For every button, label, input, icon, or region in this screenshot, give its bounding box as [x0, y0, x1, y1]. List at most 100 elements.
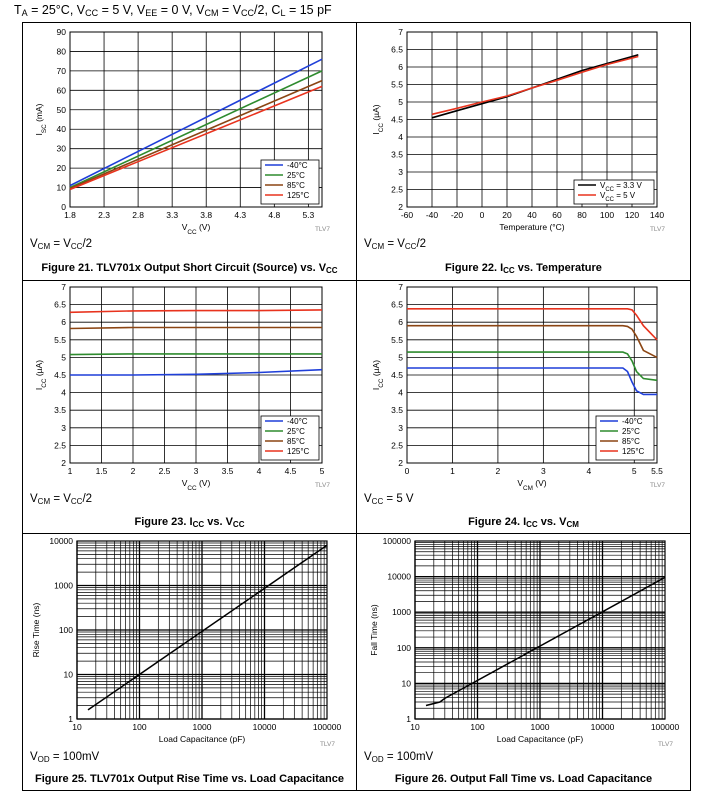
figure-tag: TLV7: [650, 226, 665, 233]
x-tick-label: 2.3: [98, 210, 110, 220]
x-tick-label: 4.8: [268, 210, 280, 220]
y-tick-label: 1000: [392, 607, 411, 617]
legend-label: 125°C: [622, 447, 645, 456]
header-text: = 15 pF: [285, 3, 332, 17]
header-sub: A: [21, 8, 28, 18]
y-tick-label: 4.5: [391, 370, 403, 380]
header-text: = 5 V, V: [98, 3, 146, 17]
y-axis-label: Rise Time (ns): [31, 602, 41, 657]
series-line: [87, 544, 328, 711]
header-sub: CM: [204, 8, 219, 18]
legend-label: -40°C: [287, 417, 308, 426]
x-axis-label: VCC (V): [182, 478, 211, 492]
figure-caption: Figure 23. ICC vs. VCC: [134, 516, 245, 529]
header-text: = 25°C, V: [27, 3, 86, 17]
y-axis-label: ICC (µA): [371, 360, 385, 390]
header-text: /2, C: [254, 3, 281, 17]
y-tick-label: 40: [57, 124, 67, 134]
series-line: [407, 351, 658, 382]
header-sub: L: [280, 8, 286, 18]
conditions-header: TA = 25°C, VCC = 5 V, VEE = 0 V, VCM = V…: [14, 3, 332, 18]
x-tick-label: 5: [632, 466, 637, 476]
x-tick-label: 1: [68, 466, 73, 476]
x-tick-label: 60: [552, 210, 562, 220]
series-line: [407, 367, 657, 396]
figure-tag: TLV7: [315, 482, 330, 489]
series-line: [69, 70, 323, 189]
x-tick-label: 100: [132, 722, 146, 732]
x-tick-label: 3: [541, 466, 546, 476]
x-tick-label: 140: [650, 210, 664, 220]
y-tick-label: 100: [59, 625, 73, 635]
y-tick-label: 7: [398, 282, 403, 292]
x-tick-label: 10: [410, 722, 420, 732]
y-tick-label: 70: [57, 66, 67, 76]
y-tick-label: 5: [61, 352, 66, 362]
x-axis-label: Temperature (°C): [499, 222, 564, 232]
x-tick-label: 120: [625, 210, 639, 220]
legend-label: 85°C: [287, 437, 305, 446]
y-tick-label: 30: [57, 144, 67, 154]
legend-box: [260, 159, 320, 205]
y-tick-label: 3: [398, 423, 403, 433]
y-tick-label: 90: [57, 27, 67, 37]
y-tick-label: 1: [406, 714, 411, 724]
y-tick-label: 4: [398, 132, 403, 142]
legend-label: VCC = 5 V: [600, 191, 636, 203]
condition-note: VCM = VCC/2: [30, 238, 93, 251]
y-axis-label: ISC (mA): [34, 103, 48, 135]
x-tick-label: 3.5: [222, 466, 234, 476]
series-line: [69, 326, 322, 330]
y-tick-label: 10: [57, 183, 67, 193]
y-tick-label: 50: [57, 105, 67, 115]
y-tick-label: 3: [61, 423, 66, 433]
y-tick-label: 1: [68, 714, 73, 724]
y-tick-label: 6.5: [391, 300, 403, 310]
x-tick-label: 5.3: [302, 210, 314, 220]
header-text: = V: [218, 3, 242, 17]
legend-label: 125°C: [287, 447, 310, 456]
y-tick-label: 4: [61, 388, 66, 398]
x-tick-label: -40: [426, 210, 439, 220]
header-sub: EE: [145, 8, 158, 18]
legend-label: 85°C: [287, 181, 305, 190]
x-axis-label: Load Capacitance (pF): [159, 734, 246, 744]
y-tick-label: 7: [61, 282, 66, 292]
x-axis-label: Load Capacitance (pF): [497, 734, 584, 744]
y-tick-label: 6: [398, 317, 403, 327]
y-tick-label: 6: [61, 317, 66, 327]
y-tick-label: 80: [57, 46, 67, 56]
legend-label: -40°C: [287, 161, 308, 170]
condition-note: VOD = 100mV: [364, 751, 434, 764]
x-tick-label: 1.8: [64, 210, 76, 220]
x-tick-label: 2: [131, 466, 136, 476]
legend-box: [573, 179, 655, 205]
y-tick-label: 5.5: [391, 335, 403, 345]
x-tick-label: 5.5: [651, 466, 663, 476]
legend-box: [595, 415, 655, 461]
series-line: [69, 309, 323, 314]
x-tick-label: 1: [450, 466, 455, 476]
legend-box: [260, 415, 320, 461]
x-tick-label: 100: [600, 210, 614, 220]
figure-tag: TLV7: [315, 226, 330, 233]
legend-label: VCC = 3.3 V: [600, 181, 642, 193]
y-tick-label: 5.5: [391, 80, 403, 90]
y-tick-label: 3.5: [391, 405, 403, 415]
figure-tag: TLV7: [650, 482, 665, 489]
x-tick-label: -20: [451, 210, 464, 220]
y-tick-label: 4: [398, 388, 403, 398]
series-line: [70, 368, 323, 376]
y-tick-label: 4.5: [54, 370, 66, 380]
y-tick-label: 5: [398, 97, 403, 107]
y-tick-label: 10000: [49, 536, 73, 546]
x-tick-label: 1000: [531, 722, 550, 732]
y-tick-label: 10000: [387, 572, 411, 582]
x-tick-label: 4.5: [285, 466, 297, 476]
x-tick-label: 3.8: [200, 210, 212, 220]
